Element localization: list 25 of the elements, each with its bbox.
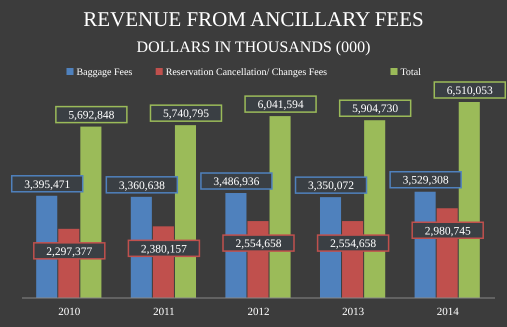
data-label: 3,529,308 (402, 174, 449, 187)
x-tick-label: 2013 (342, 306, 365, 318)
data-label: 2,297,377 (46, 246, 93, 258)
data-label: 3,360,638 (118, 180, 166, 192)
data-label: 5,740,795 (162, 108, 210, 120)
data-label: 2,554,658 (236, 238, 282, 250)
data-label: 2,380,157 (140, 243, 188, 256)
chart-title: REVENUE FROM ANCILLARY FEES (83, 7, 424, 31)
x-tick-label: 2014 (436, 306, 460, 318)
x-tick-label: 2011 (153, 306, 175, 318)
legend-label: Total (400, 67, 422, 78)
data-label: 3,350,072 (308, 180, 354, 192)
data-label: 6,041,594 (258, 99, 304, 112)
data-label: 3,395,471 (24, 178, 70, 191)
legend-label: Baggage Fees (76, 67, 132, 78)
data-label: 5,904,730 (352, 103, 398, 116)
data-label: 5,692,848 (68, 110, 115, 122)
x-tick-label: 2012 (248, 306, 270, 318)
data-label: 6,510,053 (446, 85, 494, 97)
data-label: 3,486,936 (213, 176, 260, 188)
data-label: 2,980,745 (424, 225, 471, 238)
chart-subtitle: DOLLARS IN THOUSANDS (000) (136, 39, 370, 56)
x-tick-label: 2010 (58, 306, 81, 318)
legend-label: Reservation Cancellation/ Changes Fees (166, 67, 328, 78)
data-label: 2,554,658 (330, 238, 376, 250)
